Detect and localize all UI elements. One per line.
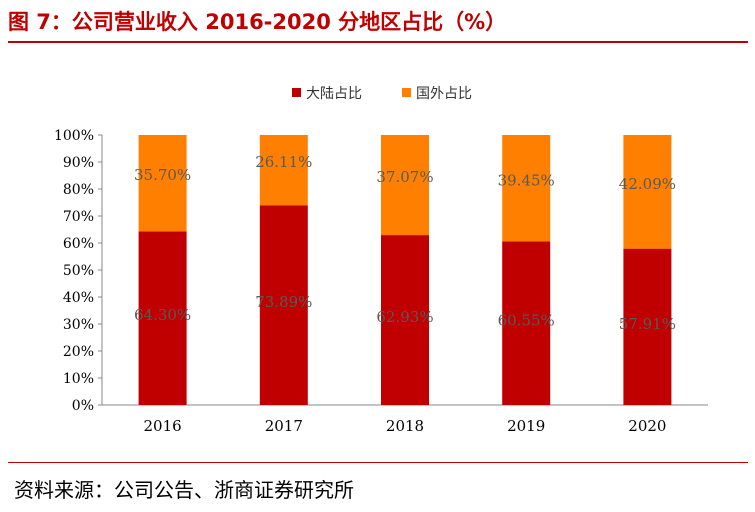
y-tick-label: 90% <box>63 155 94 171</box>
x-tick-label: 2018 <box>386 417 424 435</box>
title-divider <box>8 41 748 43</box>
bar-mainland <box>259 205 308 405</box>
y-tick-label: 10% <box>63 371 94 387</box>
bar-mainland <box>623 248 672 405</box>
bar-overseas <box>138 135 187 232</box>
data-label: 26.11% <box>255 153 312 171</box>
bar-mainland <box>381 235 429 405</box>
bar-overseas <box>259 135 308 206</box>
x-tick-label: 2016 <box>144 417 182 435</box>
y-tick-label: 20% <box>63 344 94 360</box>
y-tick-label: 0% <box>72 398 94 414</box>
bar-mainland <box>502 241 551 405</box>
y-tick-label: 60% <box>63 236 94 252</box>
bar-overseas <box>623 135 672 249</box>
data-label: 60.55% <box>498 311 555 329</box>
legend-swatch <box>402 88 411 97</box>
y-tick-label: 100% <box>54 128 94 144</box>
x-tick-label: 2019 <box>507 417 545 435</box>
bar-overseas <box>381 135 429 236</box>
footer-divider <box>8 462 748 463</box>
data-label: 64.30% <box>134 306 191 324</box>
legend-label: 大陆占比 <box>306 86 362 102</box>
data-label: 62.93% <box>376 308 433 326</box>
x-tick-label: 2020 <box>628 417 666 435</box>
source-note: 资料来源：公司公告、浙商证券研究所 <box>14 478 354 502</box>
y-tick-label: 50% <box>63 263 94 279</box>
data-label: 37.07% <box>376 168 433 186</box>
data-label: 42.09% <box>619 175 676 193</box>
chart-title: 图 7：公司营业收入 2016-2020 分地区占比（%） <box>8 10 507 34</box>
y-tick-label: 30% <box>63 317 94 333</box>
bar-mainland <box>138 231 187 405</box>
legend-swatch <box>292 88 301 97</box>
bar-overseas <box>502 135 551 242</box>
data-label: 39.45% <box>498 171 555 189</box>
data-label: 57.91% <box>619 315 676 333</box>
y-tick-label: 80% <box>63 182 94 198</box>
y-tick-label: 40% <box>63 290 94 306</box>
y-tick-label: 70% <box>63 209 94 225</box>
legend-label: 国外占比 <box>416 86 472 102</box>
x-tick-label: 2017 <box>265 417 303 435</box>
data-label: 35.70% <box>134 166 191 184</box>
data-label: 73.89% <box>255 293 312 311</box>
